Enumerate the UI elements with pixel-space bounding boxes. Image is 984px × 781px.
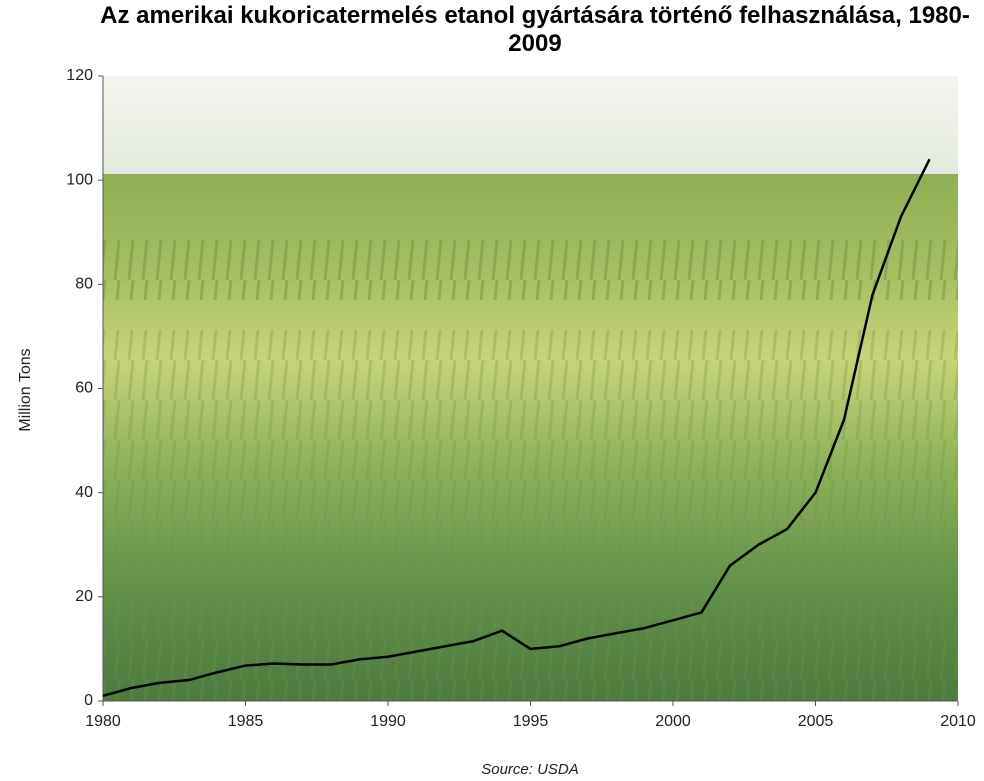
y-tick-label: 20	[75, 588, 93, 605]
y-tick-label: 0	[84, 692, 93, 709]
data-line	[102, 158, 931, 697]
y-axis-label: Million Tons	[17, 348, 34, 431]
y-tick-label: 40	[75, 484, 93, 501]
y-tick-label: 80	[75, 276, 93, 293]
x-tick-label: 1985	[228, 713, 264, 730]
background-sky	[103, 76, 958, 176]
x-tick-label: 2005	[798, 713, 834, 730]
chart-title: Az amerikai kukoricatermelés etanol gyár…	[100, 2, 970, 57]
source-note: Source: USDA	[481, 761, 579, 778]
x-tick-label: 1980	[85, 713, 121, 730]
x-tick-label: 1995	[513, 713, 549, 730]
background-rows	[103, 240, 958, 300]
x-tick-label: 1990	[370, 713, 406, 730]
y-tick-label: 100	[66, 171, 93, 188]
x-tick-label: 2010	[940, 713, 976, 730]
y-tick-label: 120	[66, 67, 93, 84]
background-stalks	[103, 330, 958, 701]
x-tick-label: 2000	[655, 713, 691, 730]
y-tick-label: 60	[75, 380, 93, 397]
